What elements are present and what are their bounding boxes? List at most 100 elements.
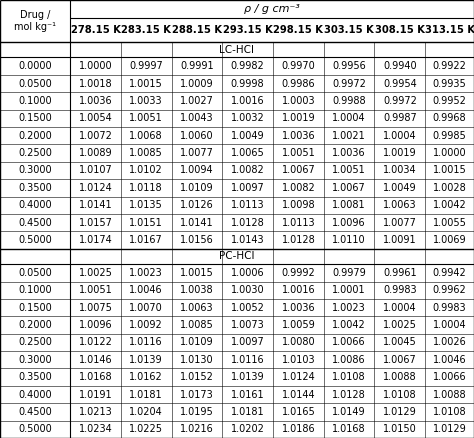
Text: 1.0051: 1.0051 [282,148,315,158]
Text: 0.9922: 0.9922 [433,61,466,71]
Text: 0.9997: 0.9997 [129,61,163,71]
Text: 1.0097: 1.0097 [231,337,264,347]
Text: 1.0077: 1.0077 [383,218,417,228]
Text: 1.0032: 1.0032 [231,113,264,123]
Text: 1.0000: 1.0000 [433,148,466,158]
Text: 1.0075: 1.0075 [79,303,112,313]
Text: 0.9988: 0.9988 [332,96,366,106]
Text: 1.0001: 1.0001 [332,285,366,295]
Text: 1.0191: 1.0191 [79,389,112,399]
Text: 1.0065: 1.0065 [231,148,264,158]
Text: 1.0124: 1.0124 [79,183,112,193]
Text: 1.0055: 1.0055 [433,218,466,228]
Text: 1.0015: 1.0015 [129,78,163,88]
Text: 1.0113: 1.0113 [231,200,264,210]
Text: 1.0066: 1.0066 [433,372,466,382]
Text: 1.0152: 1.0152 [180,372,214,382]
Text: 0.9983: 0.9983 [433,303,466,313]
Text: 1.0129: 1.0129 [433,424,466,434]
Text: 0.9961: 0.9961 [383,268,417,278]
Text: 0.1000: 0.1000 [18,96,52,106]
Text: 308.15 K: 308.15 K [375,25,425,35]
Text: 1.0036: 1.0036 [282,303,315,313]
Text: 1.0122: 1.0122 [79,337,112,347]
Text: 1.0025: 1.0025 [79,268,112,278]
Text: 1.0063: 1.0063 [180,303,214,313]
Text: 1.0141: 1.0141 [79,200,112,210]
Text: 0.9998: 0.9998 [231,78,264,88]
Text: 1.0009: 1.0009 [180,78,214,88]
Text: 1.0157: 1.0157 [79,218,112,228]
Text: 0.2500: 0.2500 [18,148,52,158]
Text: 0.9982: 0.9982 [231,61,264,71]
Text: 1.0129: 1.0129 [383,407,417,417]
Text: 0.9979: 0.9979 [332,268,366,278]
Text: 1.0060: 1.0060 [180,131,214,141]
Text: 0.9952: 0.9952 [433,96,466,106]
Text: 0.9972: 0.9972 [332,78,366,88]
Text: 1.0000: 1.0000 [79,61,112,71]
Text: 0.0500: 0.0500 [18,268,52,278]
Text: 1.0143: 1.0143 [231,235,264,245]
Text: 1.0096: 1.0096 [79,320,112,330]
Text: 1.0082: 1.0082 [231,166,264,176]
Text: 0.2500: 0.2500 [18,337,52,347]
Text: 1.0051: 1.0051 [79,285,112,295]
Text: 1.0156: 1.0156 [180,235,214,245]
Text: 278.15 K: 278.15 K [71,25,120,35]
Text: 1.0046: 1.0046 [433,355,466,365]
Text: 1.0034: 1.0034 [383,166,417,176]
Text: 0.0000: 0.0000 [18,61,52,71]
Text: 1.0054: 1.0054 [79,113,112,123]
Text: 1.0059: 1.0059 [282,320,315,330]
Text: 1.0019: 1.0019 [282,113,315,123]
Text: 1.0088: 1.0088 [433,389,466,399]
Text: 1.0052: 1.0052 [231,303,264,313]
Text: 0.9940: 0.9940 [383,61,417,71]
Text: 1.0181: 1.0181 [129,389,163,399]
Text: 1.0096: 1.0096 [332,218,366,228]
Text: 0.3000: 0.3000 [18,166,52,176]
Text: 1.0042: 1.0042 [433,200,466,210]
Text: 1.0213: 1.0213 [79,407,112,417]
Text: 1.0103: 1.0103 [282,355,315,365]
Text: 1.0081: 1.0081 [332,200,366,210]
Text: 1.0085: 1.0085 [180,320,214,330]
Text: 1.0168: 1.0168 [79,372,112,382]
Text: 1.0042: 1.0042 [332,320,366,330]
Text: 1.0128: 1.0128 [231,218,264,228]
Text: 0.3500: 0.3500 [18,372,52,382]
Text: 1.0108: 1.0108 [383,389,417,399]
Text: 1.0144: 1.0144 [282,389,315,399]
Text: 298.15 K: 298.15 K [273,25,323,35]
Text: 1.0168: 1.0168 [332,424,366,434]
Text: 0.0500: 0.0500 [18,78,52,88]
Text: 1.0130: 1.0130 [180,355,214,365]
Text: 0.9954: 0.9954 [383,78,417,88]
Text: 0.4500: 0.4500 [18,407,52,417]
Text: 1.0124: 1.0124 [282,372,315,382]
Text: 1.0113: 1.0113 [282,218,315,228]
Text: 1.0135: 1.0135 [129,200,163,210]
Text: 0.1000: 0.1000 [18,285,52,295]
Text: 313.15 K: 313.15 K [425,25,474,35]
Text: 1.0102: 1.0102 [129,166,163,176]
Text: 1.0109: 1.0109 [180,183,214,193]
Text: 0.1500: 0.1500 [18,113,52,123]
Text: 1.0015: 1.0015 [180,268,214,278]
Text: 1.0051: 1.0051 [332,166,366,176]
Text: 1.0016: 1.0016 [282,285,315,295]
Text: 1.0006: 1.0006 [231,268,264,278]
Text: 1.0067: 1.0067 [332,183,366,193]
Text: 1.0021: 1.0021 [332,131,366,141]
Text: 1.0051: 1.0051 [129,113,163,123]
Text: 0.9935: 0.9935 [433,78,466,88]
Text: 1.0033: 1.0033 [129,96,163,106]
Text: 0.3000: 0.3000 [18,355,52,365]
Text: 288.15 K: 288.15 K [172,25,222,35]
Text: 0.9968: 0.9968 [433,113,466,123]
Text: 0.9985: 0.9985 [433,131,466,141]
Text: 1.0025: 1.0025 [383,320,417,330]
Text: ρ / g cm⁻³: ρ / g cm⁻³ [244,4,300,14]
Text: 1.0023: 1.0023 [129,268,163,278]
